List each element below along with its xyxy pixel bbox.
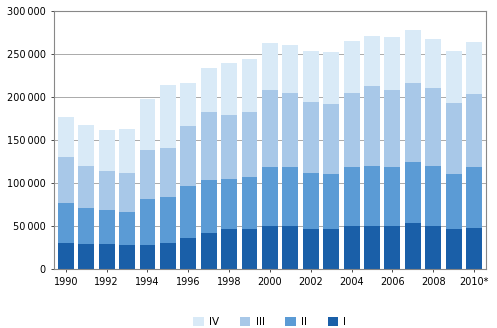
Bar <box>79 125 94 166</box>
Bar <box>58 203 74 243</box>
Bar <box>405 223 421 269</box>
Bar <box>384 90 401 168</box>
Bar <box>140 99 156 150</box>
Bar <box>180 238 196 269</box>
Bar <box>343 41 359 92</box>
Bar <box>446 174 462 229</box>
Bar <box>282 92 298 168</box>
Bar <box>282 168 298 226</box>
Bar <box>180 83 196 126</box>
Bar <box>79 244 94 269</box>
Bar <box>343 92 359 168</box>
Bar <box>99 210 115 244</box>
Bar <box>466 228 482 269</box>
Bar <box>343 168 359 226</box>
Bar <box>323 229 339 269</box>
Bar <box>58 157 74 203</box>
Bar <box>466 168 482 228</box>
Bar <box>119 174 135 212</box>
Bar <box>58 117 74 157</box>
Legend: IV, III, II, I: IV, III, II, I <box>189 313 351 328</box>
Bar <box>466 42 482 93</box>
Bar <box>262 226 278 269</box>
Bar <box>119 212 135 245</box>
Bar <box>140 199 156 245</box>
Bar <box>242 59 257 113</box>
Bar <box>201 179 217 233</box>
Bar <box>343 226 359 269</box>
Bar <box>79 208 94 244</box>
Bar <box>282 45 298 92</box>
Bar <box>242 177 257 229</box>
Bar <box>221 63 237 115</box>
Bar <box>446 103 462 174</box>
Bar <box>201 68 217 113</box>
Bar <box>364 166 380 226</box>
Bar <box>180 186 196 238</box>
Bar <box>242 113 257 177</box>
Bar <box>262 43 278 90</box>
Bar <box>384 226 401 269</box>
Bar <box>262 168 278 226</box>
Bar <box>323 104 339 174</box>
Bar <box>446 229 462 269</box>
Bar <box>364 86 380 166</box>
Bar <box>425 166 441 226</box>
Bar <box>364 226 380 269</box>
Bar <box>221 115 237 179</box>
Bar <box>425 39 441 88</box>
Bar <box>303 102 319 174</box>
Bar <box>303 174 319 229</box>
Bar <box>99 171 115 210</box>
Bar <box>242 229 257 269</box>
Bar <box>425 226 441 269</box>
Bar <box>303 51 319 102</box>
Bar <box>79 166 94 208</box>
Bar <box>140 150 156 199</box>
Bar <box>119 245 135 269</box>
Bar <box>99 130 115 171</box>
Bar <box>160 243 176 269</box>
Bar <box>201 233 217 269</box>
Bar <box>384 168 401 226</box>
Bar <box>323 52 339 104</box>
Bar <box>99 244 115 269</box>
Bar <box>323 174 339 229</box>
Bar <box>262 90 278 168</box>
Bar <box>221 229 237 269</box>
Bar <box>119 129 135 174</box>
Bar <box>425 88 441 166</box>
Bar <box>160 197 176 243</box>
Bar <box>405 162 421 223</box>
Bar <box>160 148 176 197</box>
Bar <box>58 243 74 269</box>
Bar <box>221 179 237 229</box>
Bar <box>160 85 176 148</box>
Bar <box>180 126 196 186</box>
Bar <box>303 229 319 269</box>
Bar <box>140 245 156 269</box>
Bar <box>384 37 401 90</box>
Bar <box>446 51 462 103</box>
Bar <box>201 113 217 179</box>
Bar <box>364 36 380 86</box>
Bar <box>405 83 421 162</box>
Bar <box>405 30 421 83</box>
Bar <box>466 93 482 168</box>
Bar <box>282 226 298 269</box>
